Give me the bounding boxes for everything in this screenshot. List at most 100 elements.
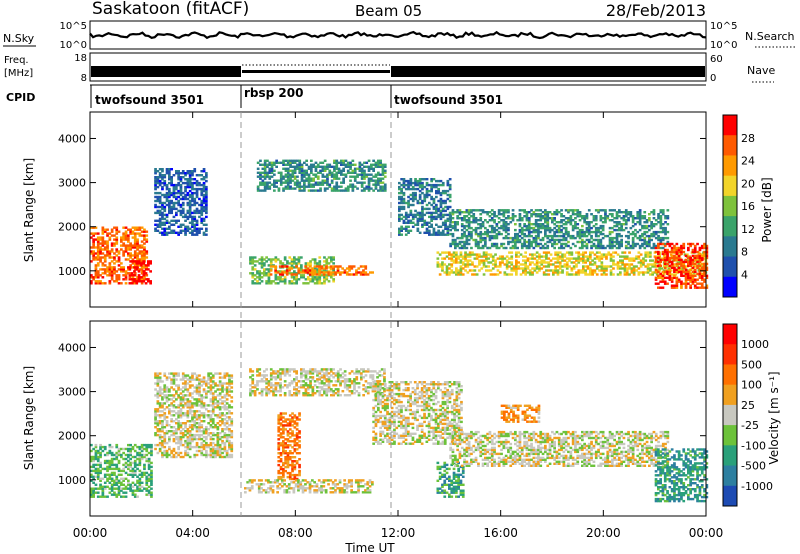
- heatmap-cell: [138, 250, 142, 253]
- heatmap-cell: [263, 187, 267, 190]
- heatmap-cell: [467, 238, 471, 242]
- heatmap-cell: [198, 203, 201, 207]
- heatmap-cell: [498, 265, 502, 268]
- heatmap-cell: [346, 163, 350, 166]
- heatmap-cell: [533, 253, 537, 256]
- heatmap-cell: [122, 479, 125, 482]
- heatmap-cell: [276, 258, 280, 261]
- heatmap-cell: [500, 213, 503, 216]
- heatmap-cell: [339, 271, 342, 274]
- heatmap-cell: [428, 211, 431, 215]
- heatmap-cell: [639, 253, 643, 256]
- heatmap-cell: [289, 165, 292, 168]
- heatmap-cell: [339, 265, 342, 268]
- heatmap-cell: [443, 271, 447, 274]
- heatmap-cell: [161, 424, 164, 427]
- heatmap-cell: [478, 269, 481, 272]
- heatmap-cell: [113, 272, 116, 275]
- heatmap-cell: [333, 167, 336, 170]
- heatmap-cell: [663, 280, 667, 283]
- heatmap-cell: [430, 185, 433, 189]
- heatmap-cell: [356, 181, 359, 184]
- heatmap-cell: [103, 445, 107, 449]
- heatmap-cell: [115, 467, 119, 471]
- heatmap-cell: [319, 187, 322, 190]
- heatmap-cell: [304, 271, 307, 274]
- heatmap-cell: [435, 233, 438, 236]
- heatmap-cell: [455, 259, 458, 262]
- heatmap-cell: [535, 271, 539, 274]
- heatmap-cell: [533, 269, 537, 272]
- heatmap-cell: [614, 251, 618, 254]
- heatmap-cell: [541, 236, 545, 240]
- heatmap-cell: [188, 203, 192, 207]
- heatmap-cell: [479, 236, 483, 240]
- heatmap-cell: [687, 274, 690, 277]
- heatmap-cell: [297, 269, 301, 272]
- heatmap-cell: [158, 394, 162, 397]
- heatmap-cell: [528, 271, 532, 274]
- heatmap-cell: [181, 386, 185, 389]
- heatmap-cell: [181, 172, 185, 175]
- heatmap-cell: [569, 209, 573, 212]
- heatmap-cell: [605, 273, 608, 276]
- heatmap-cell: [537, 234, 540, 238]
- heatmap-cell: [261, 179, 265, 182]
- heatmap-cell: [120, 455, 123, 459]
- heatmap-cell: [675, 256, 679, 260]
- heatmap-cell: [92, 495, 95, 498]
- heatmap-cell: [564, 223, 568, 226]
- heatmap-cell: [158, 433, 162, 437]
- heatmap-cell: [289, 161, 292, 164]
- heatmap-cell: [624, 219, 628, 222]
- heatmap-cell: [138, 268, 142, 271]
- heatmap-cell: [94, 268, 98, 271]
- heatmap-cell: [186, 215, 190, 219]
- heatmap-cell: [421, 211, 424, 215]
- heatmap-cell: [175, 221, 178, 224]
- heatmap-cell: [353, 177, 357, 180]
- heatmap-cell: [290, 267, 294, 270]
- heatmap-cell: [129, 256, 132, 259]
- heatmap-cell: [99, 455, 102, 459]
- heatmap-cell: [296, 181, 299, 184]
- heatmap-cell: [552, 269, 555, 272]
- heatmap-cell: [680, 258, 683, 262]
- heatmap-cell: [260, 262, 264, 265]
- heatmap-cell: [165, 195, 169, 199]
- heatmap-cell: [335, 159, 339, 162]
- heatmap-cell: [515, 273, 518, 276]
- heatmap-cell: [508, 265, 511, 268]
- heatmap-cell: [569, 236, 573, 240]
- heatmap-cell: [256, 282, 259, 285]
- heatmap-cell: [184, 181, 187, 185]
- heatmap-cell: [110, 274, 114, 277]
- heatmap-cell: [638, 215, 642, 218]
- heatmap-cell: [648, 217, 651, 220]
- heatmap-cell: [398, 205, 401, 209]
- heatmap-cell: [428, 215, 431, 219]
- heatmap-cell: [144, 272, 148, 275]
- heatmap-cell: [273, 183, 276, 186]
- heatmap-cell: [689, 268, 692, 271]
- heatmap-cell: [108, 268, 112, 271]
- heatmap-cell: [537, 215, 540, 218]
- heatmap-cell: [664, 242, 667, 246]
- heatmap-cell: [163, 432, 167, 435]
- heatmap-cell: [630, 259, 634, 262]
- heatmap-cell: [534, 242, 538, 246]
- heatmap-cell: [687, 262, 690, 266]
- heatmap-cell: [421, 219, 424, 222]
- heatmap-cell: [335, 181, 339, 184]
- heatmap-cell: [404, 221, 408, 224]
- heatmap-cell: [538, 265, 541, 268]
- heatmap-cell: [191, 195, 194, 199]
- heatmap-cell: [138, 473, 142, 476]
- heatmap-cell: [638, 236, 642, 240]
- heatmap-cell: [689, 260, 692, 264]
- heatmap-cell: [290, 282, 294, 285]
- heatmap-cell: [654, 258, 658, 262]
- heatmap-cell: [335, 189, 339, 192]
- heatmap-cell: [594, 232, 598, 236]
- heatmap-cell: [136, 258, 139, 261]
